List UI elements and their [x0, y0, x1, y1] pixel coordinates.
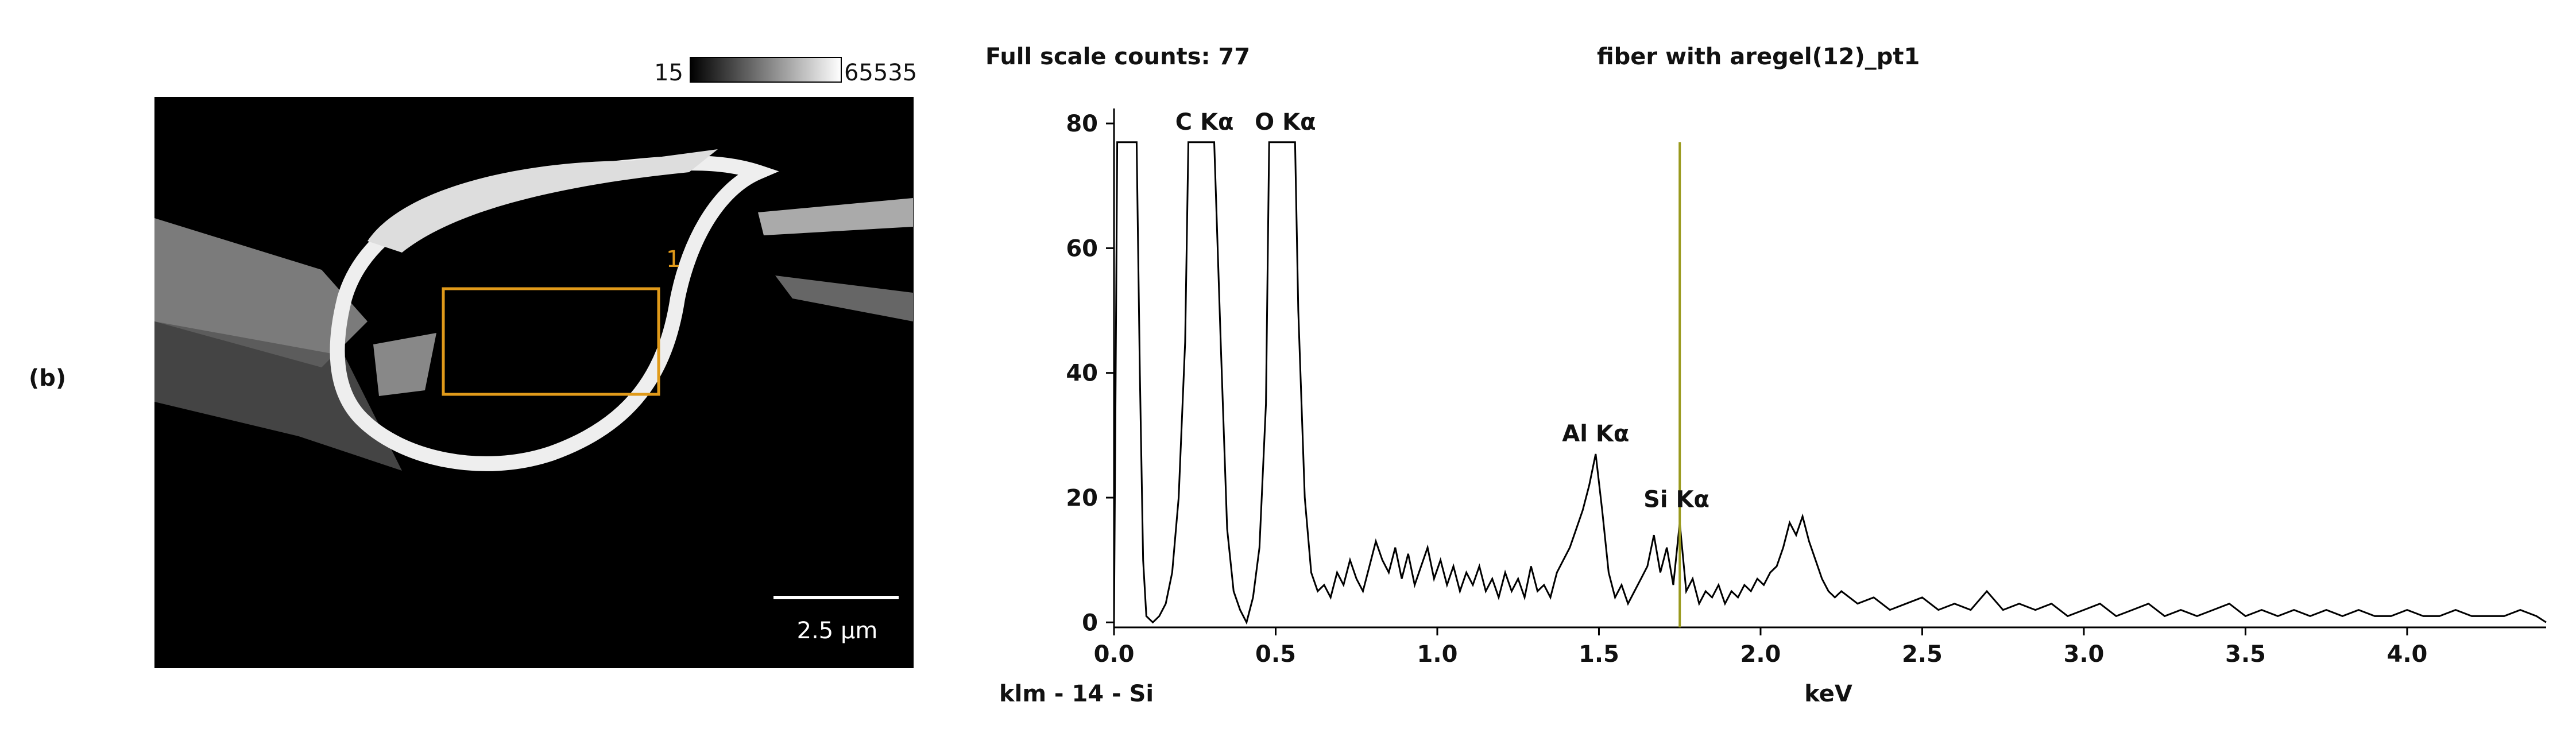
x-tick-label: 2.0 [1740, 641, 1781, 668]
region-label: 1 [666, 246, 680, 273]
x-axis-label: keV [1804, 681, 1852, 707]
fiber-right [758, 198, 913, 235]
scale-bar-label: 2.5 µm [797, 618, 878, 644]
intensity-min: 15 [654, 60, 683, 86]
x-tick-label: 1.5 [1579, 641, 1619, 668]
x-tick-label: 3.0 [2064, 641, 2105, 668]
intensity-bar [690, 57, 842, 83]
y-tick-label: 60 [1066, 235, 1098, 262]
y-tick-label: 80 [1066, 111, 1098, 137]
intensity-max: 65535 [844, 60, 917, 86]
x-tick-label: 4.0 [2387, 641, 2427, 668]
x-tick-label: 3.5 [2225, 641, 2266, 668]
region-box [442, 287, 660, 396]
fiber-edge [368, 149, 718, 253]
peak-label: C Kα [1175, 109, 1234, 135]
sem-image: 1 2.5 µm [154, 97, 914, 668]
fiber-debris [373, 333, 436, 396]
y-tick-label: 0 [1082, 610, 1098, 636]
chart-title: fiber with aregel(12)_pt1 [1597, 44, 1920, 70]
fiber-left [154, 218, 368, 367]
spectrum [1113, 141, 2547, 625]
x-tick-label: 1.0 [1417, 641, 1458, 668]
peak-label: O Kα [1255, 109, 1316, 135]
fiber-right-lower [775, 276, 913, 321]
x-tick-label: 2.5 [1902, 641, 1943, 668]
chart-subtitle: Full scale counts: 77 [985, 44, 1250, 70]
y-tick-label: 20 [1066, 485, 1098, 511]
footer-left: klm - 14 - Si [999, 681, 1154, 707]
x-tick-label: 0.0 [1094, 641, 1135, 668]
peak-label: Si Kα [1643, 486, 1709, 513]
x-tick-label: 0.5 [1255, 641, 1296, 668]
panel-label: (b) [29, 365, 66, 391]
peak-label: Al Kα [1562, 421, 1629, 447]
y-tick-label: 40 [1066, 360, 1098, 387]
